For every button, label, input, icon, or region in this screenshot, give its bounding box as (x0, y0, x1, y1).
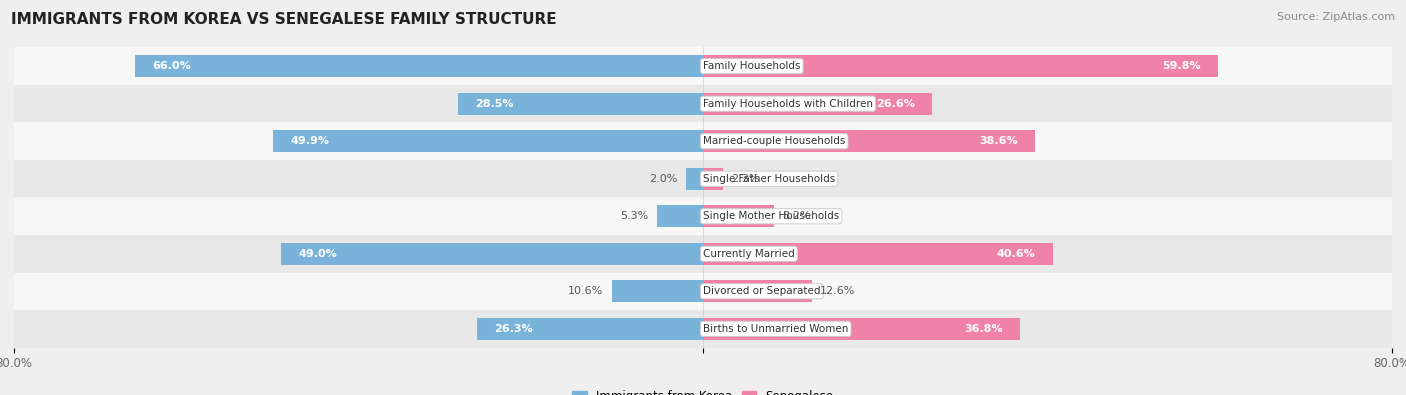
Bar (14, 235, 1392, 273)
Text: 28.5%: 28.5% (475, 99, 513, 109)
Text: 49.0%: 49.0% (298, 249, 337, 259)
Text: 66.0%: 66.0% (152, 61, 191, 71)
Bar (135, 55, 703, 77)
Bar (14, 160, 1392, 198)
Text: 26.3%: 26.3% (494, 324, 533, 334)
Bar (14, 198, 1392, 235)
Bar (703, 280, 811, 302)
Text: IMMIGRANTS FROM KOREA VS SENEGALESE FAMILY STRUCTURE: IMMIGRANTS FROM KOREA VS SENEGALESE FAMI… (11, 12, 557, 27)
Text: 2.0%: 2.0% (648, 174, 678, 184)
Bar (703, 93, 932, 115)
Bar (703, 205, 773, 227)
Bar (273, 130, 703, 152)
Text: Single Father Households: Single Father Households (703, 174, 835, 184)
Text: 36.8%: 36.8% (965, 324, 1002, 334)
Bar (703, 130, 1035, 152)
Text: 10.6%: 10.6% (568, 286, 603, 296)
Text: Births to Unmarried Women: Births to Unmarried Women (703, 324, 848, 334)
Text: 8.2%: 8.2% (782, 211, 811, 221)
Bar (14, 310, 1392, 348)
Bar (703, 55, 1218, 77)
Bar (14, 85, 1392, 122)
Bar (703, 318, 1019, 340)
Legend: Immigrants from Korea, Senegalese: Immigrants from Korea, Senegalese (568, 385, 838, 395)
Bar (703, 243, 1053, 265)
Text: 38.6%: 38.6% (980, 136, 1018, 146)
Bar (477, 318, 703, 340)
Text: Currently Married: Currently Married (703, 249, 794, 259)
Bar (14, 47, 1392, 85)
Bar (686, 168, 703, 190)
Text: Family Households with Children: Family Households with Children (703, 99, 873, 109)
Text: 5.3%: 5.3% (620, 211, 648, 221)
Text: Family Households: Family Households (703, 61, 800, 71)
Text: Source: ZipAtlas.com: Source: ZipAtlas.com (1277, 12, 1395, 22)
Bar (14, 273, 1392, 310)
Text: 49.9%: 49.9% (291, 136, 329, 146)
Bar (658, 205, 703, 227)
Text: 40.6%: 40.6% (997, 249, 1035, 259)
Text: 59.8%: 59.8% (1163, 61, 1201, 71)
Text: Single Mother Households: Single Mother Households (703, 211, 839, 221)
Text: 2.3%: 2.3% (731, 174, 759, 184)
Text: Married-couple Households: Married-couple Households (703, 136, 845, 146)
Bar (281, 243, 703, 265)
Text: 26.6%: 26.6% (876, 99, 915, 109)
Bar (457, 93, 703, 115)
Bar (14, 122, 1392, 160)
Text: Divorced or Separated: Divorced or Separated (703, 286, 821, 296)
Bar (612, 280, 703, 302)
Text: 12.6%: 12.6% (820, 286, 855, 296)
Bar (703, 168, 723, 190)
